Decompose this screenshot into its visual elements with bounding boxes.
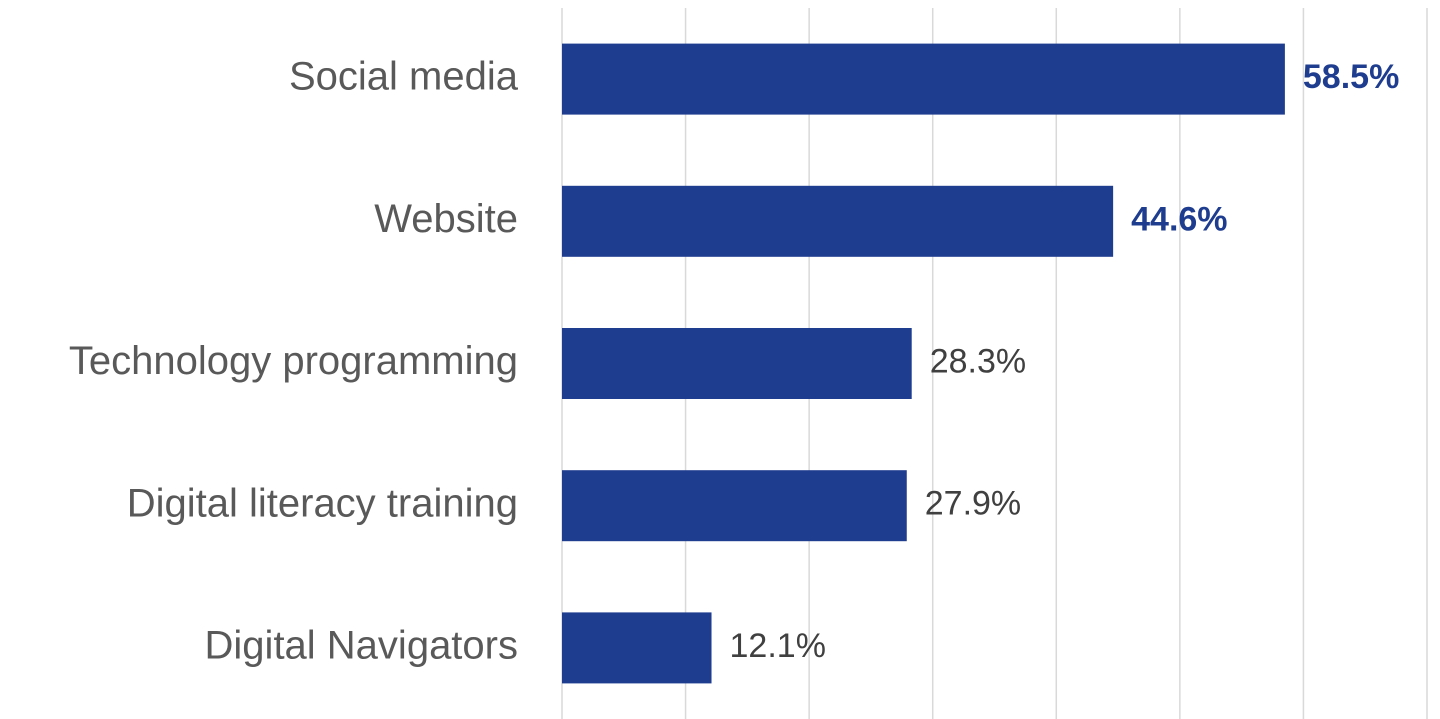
category-label: Technology programming xyxy=(69,339,518,383)
value-label: 58.5% xyxy=(1303,58,1399,96)
value-label: 44.6% xyxy=(1131,200,1227,238)
bar xyxy=(562,185,1114,257)
value-label: 27.9% xyxy=(925,485,1021,523)
value-label: 12.1% xyxy=(730,627,826,665)
category-label: Website xyxy=(374,197,518,241)
bar xyxy=(562,328,912,399)
bar xyxy=(562,470,907,542)
category-label: Digital Navigators xyxy=(205,623,518,667)
bar xyxy=(562,43,1285,115)
bar xyxy=(562,612,712,684)
category-label: Social media xyxy=(289,55,519,99)
category-label: Digital literacy training xyxy=(127,481,518,525)
value-label: 28.3% xyxy=(930,342,1026,380)
